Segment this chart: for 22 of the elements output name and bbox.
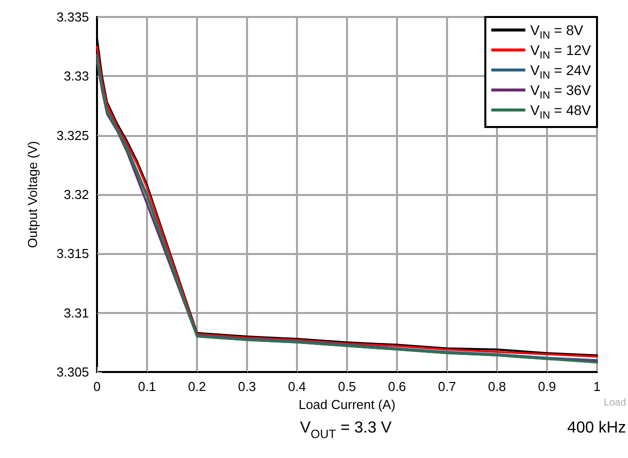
y-tick-label: 3.335: [56, 10, 89, 24]
x-tick-label: 0: [93, 379, 101, 394]
x-tick-label: 1: [593, 379, 601, 394]
y-tick-label: 3.31: [64, 305, 89, 320]
y-tick-label: 3.315: [56, 246, 89, 262]
x-axis-title: Load Current (A): [298, 396, 396, 412]
y-tick-label: 3.33: [64, 68, 89, 84]
x-tick-label: 0.8: [488, 379, 506, 394]
text: Load: [604, 398, 626, 408]
x-tick-label: 0.1: [138, 379, 156, 394]
x-tick-label: 0.6: [388, 379, 406, 394]
y-tick-label: 3.305: [56, 364, 89, 380]
x-tick-label: 0.3: [238, 379, 256, 394]
y-axis-title: Output Voltage (V): [25, 141, 40, 248]
text: 400 kHz: [567, 420, 626, 436]
y-tick-label: 3.325: [56, 128, 89, 143]
x-tick-label: 0.5: [338, 379, 356, 394]
x-tick-label: 0.4: [288, 379, 306, 394]
x-tick-label: 0.7: [438, 379, 456, 394]
y-tick-label: 3.32: [64, 187, 89, 202]
x-tick-label: 0.9: [538, 379, 556, 394]
x-tick-label: 0.2: [188, 379, 206, 394]
